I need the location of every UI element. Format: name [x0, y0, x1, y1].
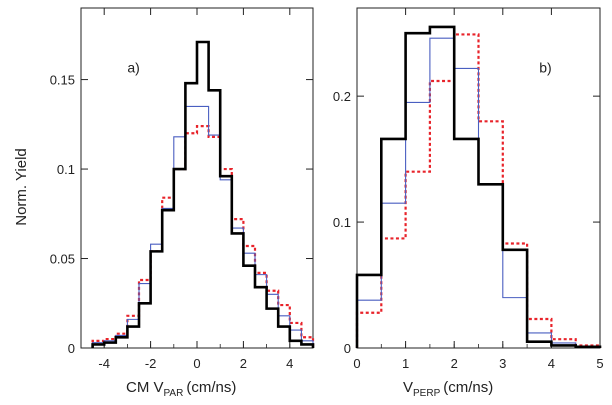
x-tick-label: 5	[596, 356, 603, 371]
histogram-series-solid-thin	[356, 37, 601, 348]
histogram-series-solid-thick	[91, 40, 315, 348]
panel-b: 0 1 2 3 4 5 0 0.1 0.2 b)	[333, 7, 604, 371]
panel-label-a: a)	[127, 60, 139, 76]
y-tick-label: 0.05	[50, 252, 75, 267]
y-tick-label: 0.1	[57, 162, 75, 177]
x-tick-label: 1	[402, 356, 409, 371]
x-tick-label: 4	[286, 356, 293, 371]
histogram-series-solid-thick	[355, 25, 602, 349]
y-tick-label: 0.15	[50, 73, 75, 88]
x-tick-label: 3	[499, 356, 506, 371]
panel-a: -4 -2 0 2 4 0 0.05 0.1 0.15 a)	[50, 7, 315, 371]
y-tick-label: 0	[344, 341, 351, 356]
x-tick-label: -4	[98, 356, 110, 371]
histogram-series-dotted	[91, 125, 315, 348]
x-tick-label: 2	[240, 356, 247, 371]
histogram-series-solid-thin	[92, 105, 314, 348]
x-tick-label: 0	[193, 356, 200, 371]
x-axis-title-panel-b: VPERP (cm/ns)	[403, 379, 493, 399]
x-tick-label: 0	[353, 356, 360, 371]
x-axis-title-panel-a: CM VPAR (cm/ns)	[126, 379, 236, 399]
x-tick-label: 4	[548, 356, 555, 371]
x-tick-label: 2	[451, 356, 458, 371]
y-axis-title-panel-a: Norm. Yield	[13, 148, 30, 226]
y-tick-label: 0.2	[333, 89, 351, 104]
y-tick-label: 0.1	[333, 215, 351, 230]
x-tick-label: -2	[145, 356, 157, 371]
y-tick-label: 0	[68, 341, 75, 356]
panel-label-b: b)	[539, 60, 551, 76]
